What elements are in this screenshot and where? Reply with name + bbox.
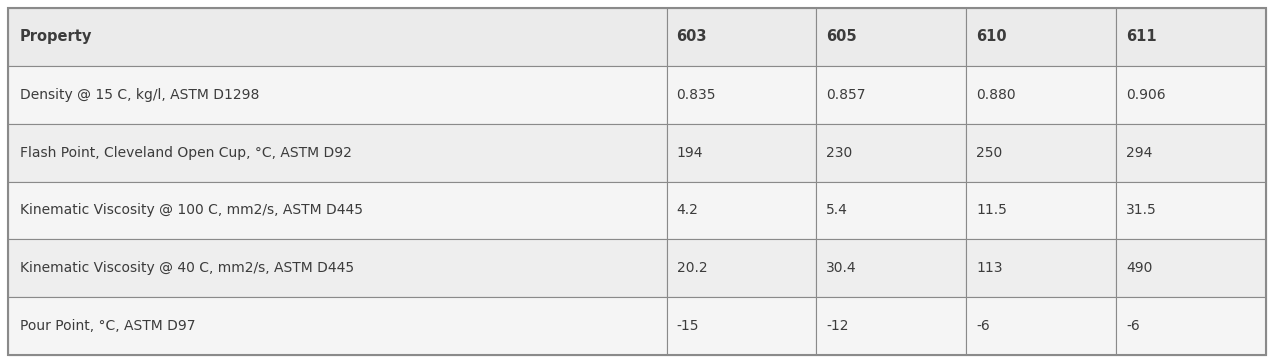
Text: 0.835: 0.835 bbox=[676, 88, 716, 102]
Text: Kinematic Viscosity @ 100 C, mm2/s, ASTM D445: Kinematic Viscosity @ 100 C, mm2/s, ASTM… bbox=[20, 203, 363, 217]
Text: 611: 611 bbox=[1126, 29, 1157, 44]
Text: -12: -12 bbox=[827, 319, 848, 333]
Bar bbox=[817, 297, 966, 355]
Bar bbox=[1116, 66, 1266, 124]
Text: 5.4: 5.4 bbox=[827, 203, 848, 217]
Text: 20.2: 20.2 bbox=[676, 261, 707, 275]
Bar bbox=[966, 8, 1116, 66]
Text: 250: 250 bbox=[976, 146, 1003, 160]
Text: Pour Point, °C, ASTM D97: Pour Point, °C, ASTM D97 bbox=[20, 319, 195, 333]
Bar bbox=[8, 8, 666, 66]
Bar bbox=[8, 66, 666, 124]
Bar bbox=[966, 66, 1116, 124]
Text: -6: -6 bbox=[976, 319, 990, 333]
Bar bbox=[966, 297, 1116, 355]
Bar bbox=[1116, 297, 1266, 355]
Bar bbox=[8, 239, 666, 297]
Text: 11.5: 11.5 bbox=[976, 203, 1008, 217]
Bar bbox=[817, 66, 966, 124]
Bar bbox=[666, 182, 817, 239]
Text: 0.857: 0.857 bbox=[827, 88, 866, 102]
Bar bbox=[666, 239, 817, 297]
Bar bbox=[1116, 182, 1266, 239]
Text: 0.906: 0.906 bbox=[1126, 88, 1166, 102]
Text: 0.880: 0.880 bbox=[976, 88, 1015, 102]
Bar bbox=[8, 297, 666, 355]
Text: Property: Property bbox=[20, 29, 93, 44]
Text: 4.2: 4.2 bbox=[676, 203, 698, 217]
Text: 113: 113 bbox=[976, 261, 1003, 275]
Text: Flash Point, Cleveland Open Cup, °C, ASTM D92: Flash Point, Cleveland Open Cup, °C, AST… bbox=[20, 146, 352, 160]
Text: -6: -6 bbox=[1126, 319, 1140, 333]
Bar bbox=[1116, 8, 1266, 66]
Text: 603: 603 bbox=[676, 29, 707, 44]
Text: -15: -15 bbox=[676, 319, 699, 333]
Text: 610: 610 bbox=[976, 29, 1006, 44]
Bar bbox=[817, 182, 966, 239]
Bar bbox=[966, 239, 1116, 297]
Bar bbox=[1116, 124, 1266, 182]
Bar bbox=[817, 239, 966, 297]
Text: 30.4: 30.4 bbox=[827, 261, 857, 275]
Bar bbox=[666, 297, 817, 355]
Bar bbox=[8, 124, 666, 182]
Bar bbox=[966, 124, 1116, 182]
Text: 194: 194 bbox=[676, 146, 703, 160]
Bar bbox=[1116, 239, 1266, 297]
Bar bbox=[666, 8, 817, 66]
Text: 605: 605 bbox=[827, 29, 857, 44]
Text: Kinematic Viscosity @ 40 C, mm2/s, ASTM D445: Kinematic Viscosity @ 40 C, mm2/s, ASTM … bbox=[20, 261, 354, 275]
Text: 490: 490 bbox=[1126, 261, 1153, 275]
Bar bbox=[666, 124, 817, 182]
Text: 294: 294 bbox=[1126, 146, 1153, 160]
Bar bbox=[966, 182, 1116, 239]
Bar bbox=[817, 8, 966, 66]
Bar bbox=[8, 182, 666, 239]
Text: 31.5: 31.5 bbox=[1126, 203, 1157, 217]
Bar bbox=[666, 66, 817, 124]
Bar bbox=[817, 124, 966, 182]
Text: 230: 230 bbox=[827, 146, 852, 160]
Text: Density @ 15 C, kg/l, ASTM D1298: Density @ 15 C, kg/l, ASTM D1298 bbox=[20, 88, 260, 102]
